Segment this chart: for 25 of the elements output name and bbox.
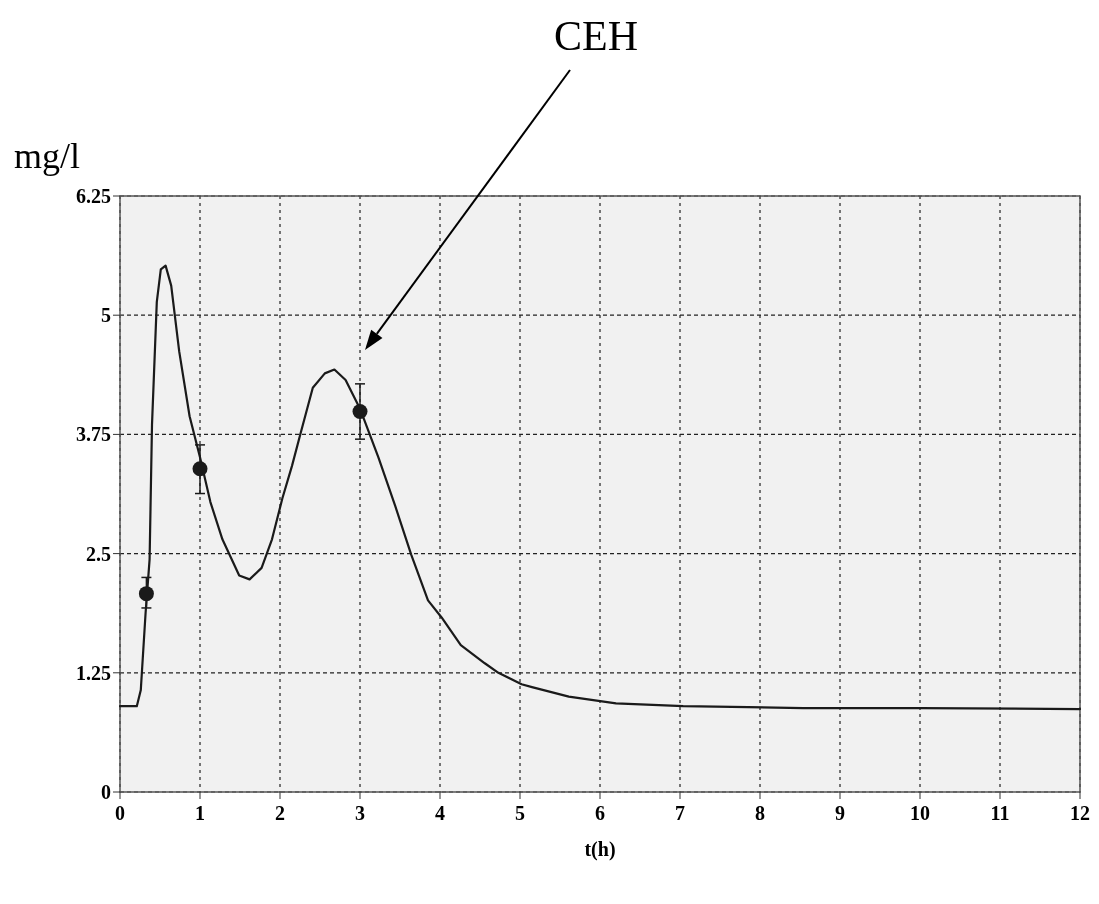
x-tick-label: 9 <box>835 802 845 824</box>
x-tick-label: 11 <box>990 802 1010 824</box>
y-axis-title: mg/l <box>14 136 81 176</box>
x-tick-label: 5 <box>515 802 525 824</box>
y-tick-label: 3.75 <box>76 423 111 446</box>
point <box>138 586 154 602</box>
y-tick-label: 5 <box>101 304 111 327</box>
x-tick-label: 6 <box>595 802 605 824</box>
x-axis-title: t(h) <box>584 838 616 861</box>
x-tick-label: 2 <box>275 802 285 824</box>
y-tick-label: 2.5 <box>86 542 111 565</box>
x-tick-label: 7 <box>675 802 685 824</box>
x-tick-label: 12 <box>1070 802 1090 824</box>
x-tick-label: 1 <box>195 802 205 824</box>
y-tick-label: 1.25 <box>76 661 111 684</box>
y-tick-label: 0 <box>101 781 111 803</box>
x-tick-label: 8 <box>755 802 765 824</box>
point <box>192 461 208 477</box>
text: CEH <box>554 13 638 59</box>
y-tick-label: 6.25 <box>76 185 111 207</box>
x-tick-label: 3 <box>355 802 365 824</box>
point <box>352 404 368 420</box>
x-tick-label: 10 <box>910 802 930 824</box>
x-tick-label: 0 <box>115 802 125 824</box>
x-tick-label: 4 <box>435 802 445 824</box>
